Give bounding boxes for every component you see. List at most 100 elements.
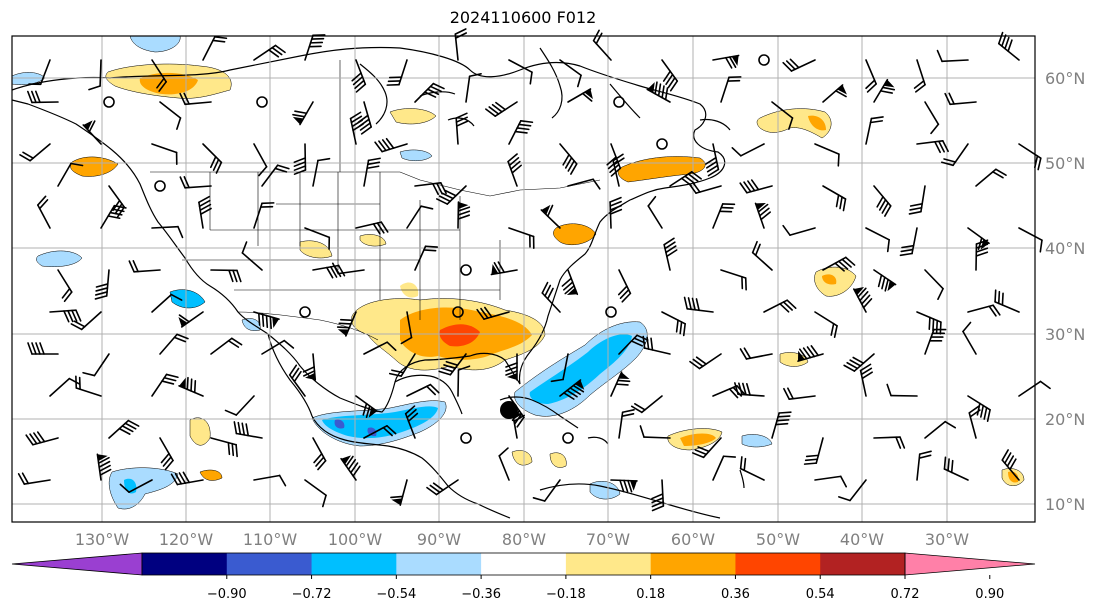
wind-barb: [82, 353, 110, 377]
wind-barb: [363, 424, 397, 439]
colorbar-tick-label: 0.72: [891, 587, 920, 602]
wind-barb: [541, 281, 561, 313]
wind-barb: [312, 437, 327, 471]
wind-barb: [783, 387, 816, 400]
wind-barb: [843, 353, 875, 372]
wind-calm: [299, 306, 311, 318]
wind-barb: [962, 321, 977, 355]
colorbar-segment: [481, 553, 567, 575]
wind-barb: [567, 178, 601, 190]
wind-barb: [233, 421, 263, 439]
wind-barb: [1001, 449, 1020, 481]
wind-barb: [261, 164, 290, 187]
wind-barb: [617, 269, 632, 303]
wind-barb: [886, 383, 918, 397]
wind-barb: [968, 405, 981, 439]
wind-barb: [292, 101, 314, 126]
wind-barb: [899, 227, 918, 257]
lon-label: 120°W: [159, 530, 214, 549]
lon-label: 80°W: [502, 530, 546, 549]
colorbar-extend-high: [904, 552, 1036, 576]
wind-barb: [916, 450, 932, 481]
wind-barb: [838, 479, 867, 502]
wind-barb: [852, 286, 873, 313]
wind-barb: [550, 353, 569, 383]
wind-barb: [612, 153, 625, 187]
wind-barb: [351, 59, 367, 93]
wind-barb: [25, 431, 59, 446]
wind-barb: [913, 59, 926, 93]
wind-barb: [241, 241, 263, 271]
wind-barb: [355, 221, 389, 235]
wind-barb: [159, 437, 174, 471]
wind-barb: [782, 58, 816, 72]
wind-barb: [253, 202, 275, 229]
wind-calm: [605, 306, 617, 318]
colorbar-tick-label: 0.90: [975, 587, 1004, 602]
lon-label: 90°W: [417, 530, 461, 549]
wind-barb: [967, 395, 991, 423]
wind-barb: [908, 185, 926, 215]
wind-barb: [610, 479, 638, 493]
wind-barb: [763, 299, 797, 313]
wind-barb: [406, 383, 440, 397]
wind-barb: [610, 371, 631, 397]
wind-barb: [355, 395, 378, 419]
wind-barb: [782, 224, 816, 236]
wind-barb: [532, 479, 561, 502]
wind-barb: [994, 289, 1020, 313]
colorbar: [11, 552, 1036, 576]
wind-barb: [363, 157, 381, 187]
wind-barb: [202, 36, 228, 61]
wind-barb: [414, 245, 439, 271]
wind-barb: [49, 377, 81, 397]
wind-barb: [151, 59, 167, 92]
latitude-labels: 60°N 50°N 40°N 30°N 20°N 10°N: [1045, 69, 1085, 514]
wind-barb: [873, 436, 906, 449]
colorbar-extend-low: [11, 552, 143, 576]
wind-barb: [336, 311, 357, 337]
wind-barb: [559, 379, 585, 400]
wind-barb: [751, 240, 773, 271]
wind-barb: [739, 456, 765, 481]
point-marker: [500, 401, 518, 419]
colorbar-segment: [226, 553, 313, 575]
wind-barb: [151, 143, 178, 165]
wind-barb: [924, 269, 944, 301]
wind-barb: [771, 101, 794, 130]
lat-label: 60°N: [1045, 69, 1085, 88]
wind-calm: [562, 432, 574, 444]
wind-barb: [873, 269, 897, 292]
wind-calm: [256, 96, 268, 108]
wind-barb: [151, 293, 183, 313]
wind-barb: [349, 111, 364, 145]
wind-barb: [435, 185, 467, 205]
lat-label: 10°N: [1045, 495, 1085, 514]
wind-barb: [720, 269, 747, 291]
wind-barb: [683, 296, 714, 313]
wind-barb: [17, 472, 51, 485]
wind-barb: [151, 225, 184, 239]
wind-barb: [647, 195, 663, 229]
lon-label: 50°W: [756, 530, 800, 549]
wind-barb: [210, 437, 238, 458]
lon-label: 110°W: [243, 530, 298, 549]
wind-calm: [154, 180, 166, 192]
wind-barb: [253, 474, 287, 487]
wind-barb: [27, 90, 59, 104]
wind-barb: [304, 34, 326, 61]
lat-label: 20°N: [1045, 410, 1085, 429]
wind-barb: [261, 339, 295, 355]
wind-barb: [390, 479, 408, 506]
colorbar-segment: [396, 553, 482, 575]
wind-barb: [94, 269, 110, 300]
lat-label: 50°N: [1045, 154, 1085, 173]
wind-barb: [803, 437, 824, 465]
gridlines: [12, 36, 1035, 522]
lon-label: 30°W: [925, 530, 969, 549]
colorbar-segment: [650, 553, 736, 575]
wind-barb: [642, 335, 671, 355]
wind-barb: [865, 59, 877, 93]
lon-label: 100°W: [328, 530, 383, 549]
